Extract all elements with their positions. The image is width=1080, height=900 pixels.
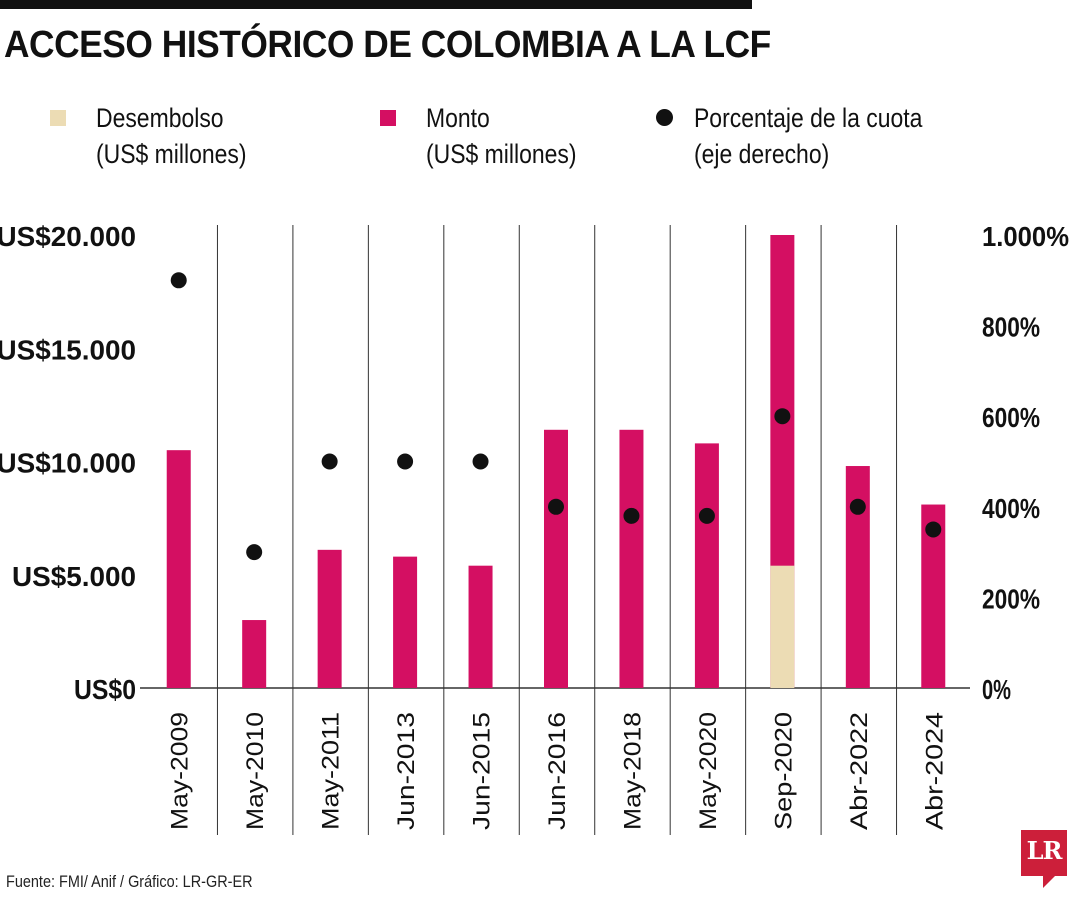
porcentaje-dot [472, 453, 489, 470]
category-tick-label: May-2010 [242, 712, 269, 830]
desembolso-swatch-icon [50, 110, 66, 126]
category-tick-label: Jun-2013 [393, 712, 420, 830]
porcentaje-dot [548, 498, 564, 515]
y-right-tick-label: 1.000% [982, 221, 1069, 252]
category-tick-label: May-2011 [318, 712, 345, 830]
category-tick-label: May-2018 [619, 712, 646, 830]
y-right-tick-label: 600% [982, 402, 1040, 433]
chart-title: ACCESO HISTÓRICO DE COLOMBIA A LA LCF [4, 24, 771, 66]
legend-porcentaje-label: Porcentaje de la cuota [694, 103, 923, 133]
porcentaje-dot [321, 453, 338, 470]
porcentaje-dot [397, 453, 414, 470]
legend-monto-sub: (US$ millones) [426, 139, 577, 169]
legend-porcentaje-sub: (eje derecho) [694, 139, 830, 169]
porcentaje-dot-icon [656, 109, 673, 126]
porcentaje-dot [925, 521, 942, 538]
monto-bar [166, 450, 191, 688]
porcentaje-dot [774, 408, 791, 425]
monto-bar [544, 429, 568, 688]
porcentaje-dot [623, 507, 640, 524]
desembolso-bar [770, 565, 795, 688]
porcentaje-dot [849, 498, 866, 515]
porcentaje-dot [246, 544, 263, 561]
category-tick-label: Jun-2015 [469, 712, 496, 830]
monto-bar [393, 556, 418, 688]
chart-svg: May-2009 May-2010 May-2011 Jun-2013 Jun-2015… [0, 221, 1069, 835]
y-left-tick-label: US$0 [74, 674, 136, 705]
category-tick-label: Abr-2022 [846, 712, 873, 830]
category-tick-label: Abr-2024 [921, 712, 948, 830]
logo-tail [1043, 876, 1055, 888]
lr-logo-text: LR [1026, 836, 1063, 865]
porcentaje-dot [170, 272, 187, 289]
monto-bar [694, 443, 719, 688]
category-tick-label: Jun-2016 [544, 712, 571, 830]
y-left-tick-label: US$10.000 [0, 448, 136, 479]
y-left-tick-label: US$20.000 [0, 221, 136, 252]
lr-logo: LR [1021, 830, 1067, 888]
monto-bar [468, 565, 493, 688]
monto-bar [242, 620, 267, 688]
y-right-tick-label: 800% [982, 312, 1040, 343]
top-rule [0, 0, 752, 9]
category-tick-label: May-2020 [695, 712, 722, 830]
y-right-tick-label: 200% [982, 583, 1040, 614]
legend-desembolso-label: Desembolso [96, 103, 224, 133]
source-note: Fuente: FMI/ Anif / Gráfico: LR-GR-ER [6, 872, 253, 891]
category-tick-label: May-2009 [167, 712, 194, 830]
y-left-tick-label: US$15.000 [0, 334, 136, 365]
category-tick-label: Sep-2020 [770, 712, 797, 830]
y-left-tick-label: US$5.000 [12, 561, 136, 592]
monto-swatch-icon [380, 110, 396, 126]
monto-bar [317, 549, 342, 688]
y-right-tick-label: 0% [982, 674, 1011, 705]
legend-monto-label: Monto [426, 103, 490, 133]
monto-bar [619, 429, 644, 688]
legend-desembolso-sub: (US$ millones) [96, 139, 247, 169]
y-right-tick-label: 400% [982, 493, 1040, 524]
porcentaje-dot [698, 507, 715, 524]
